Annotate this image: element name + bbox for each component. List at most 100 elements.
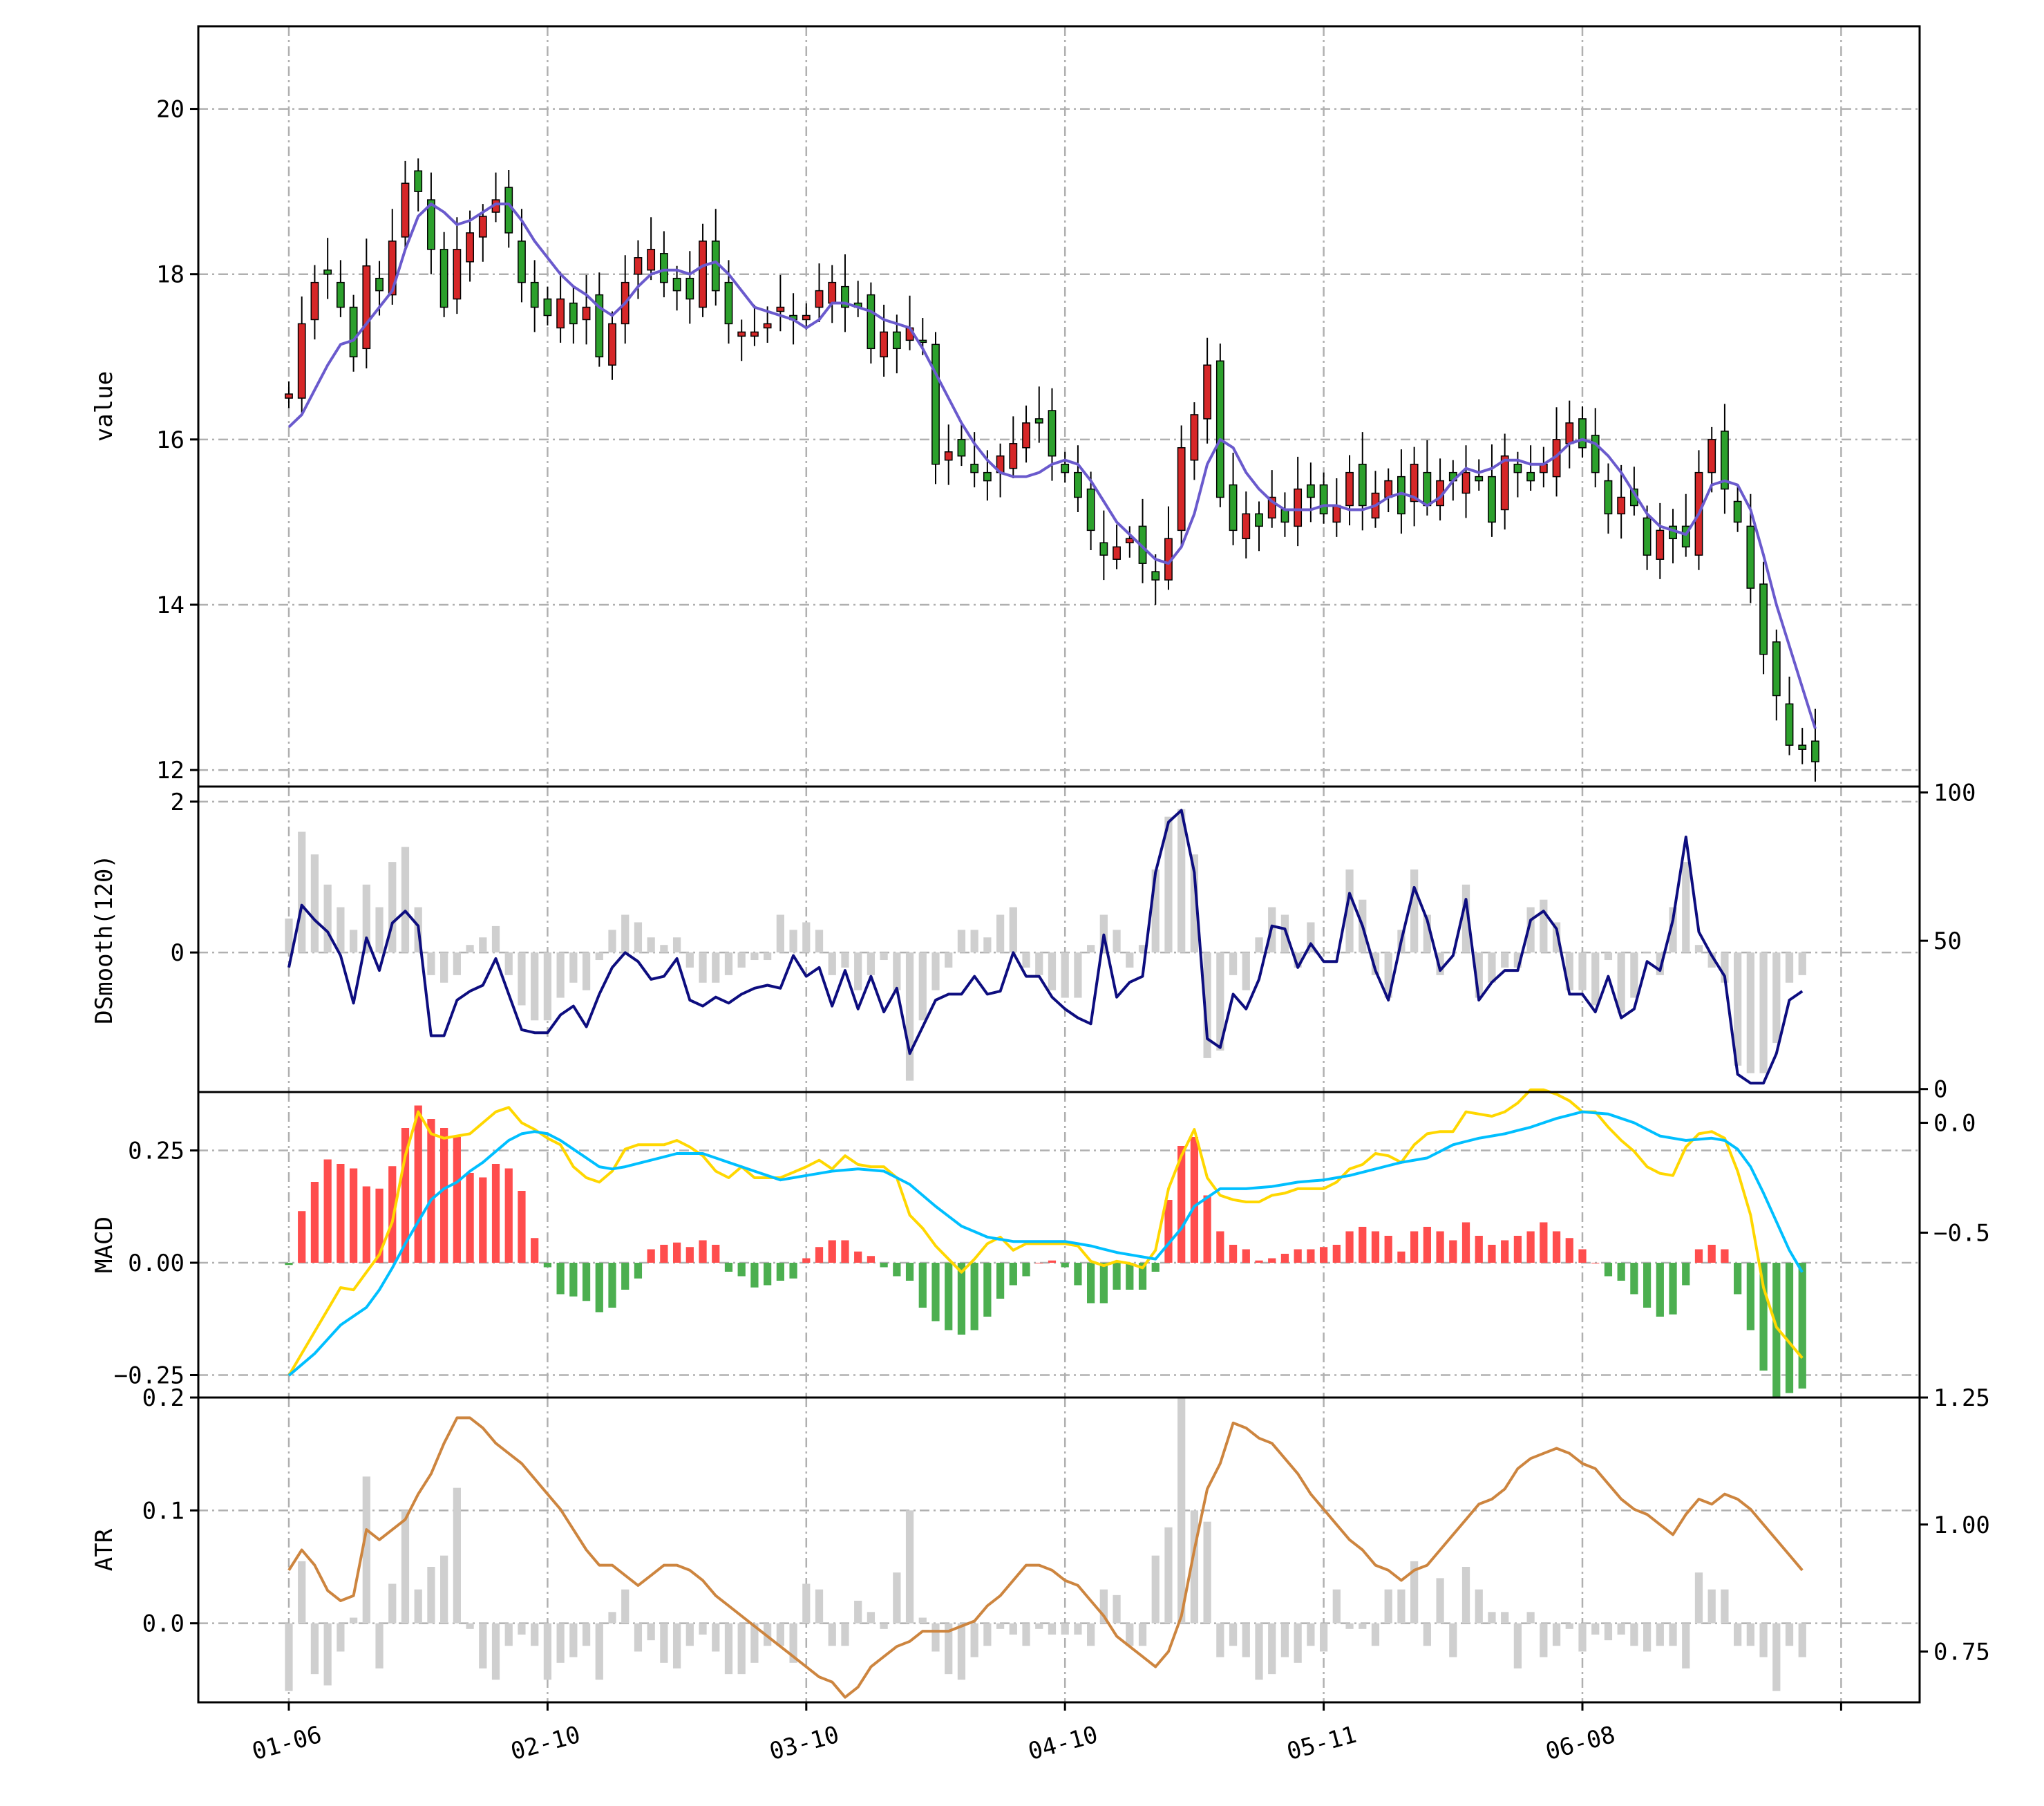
dsmooth-bar (1332, 952, 1341, 954)
dsmooth-bar (595, 952, 603, 961)
dsmooth-bar (1565, 952, 1573, 990)
dsmooth-bar (867, 952, 876, 975)
atr-bar (1707, 1589, 1716, 1624)
candle (427, 172, 435, 274)
atr-bar (1643, 1623, 1652, 1652)
atr-bar (1061, 1623, 1069, 1635)
macd-histogram-bar (285, 1263, 293, 1266)
atr-bar (453, 1487, 461, 1624)
atr-bar (1022, 1623, 1030, 1646)
y-tick-label: 2 (171, 789, 184, 816)
dsmooth-bar (1694, 945, 1703, 953)
atr-bar (608, 1612, 616, 1624)
candle-body (530, 281, 539, 308)
macd-histogram-bar (1707, 1245, 1716, 1263)
candle-body (1721, 431, 1729, 490)
candle-body (1229, 484, 1238, 532)
candle (1061, 451, 1070, 482)
candle-body (569, 302, 578, 325)
dsmooth-bar (1371, 952, 1380, 975)
macd-histogram-bar (1229, 1245, 1238, 1263)
atr-bar (556, 1623, 565, 1663)
candle (1604, 463, 1613, 534)
candle (1772, 629, 1781, 721)
candle-body (1785, 703, 1794, 746)
candle-body (1707, 439, 1716, 473)
atr-bar (1138, 1623, 1147, 1646)
macd-histogram-bar (1164, 1200, 1173, 1263)
atr-bar (880, 1623, 888, 1629)
atr-bar (1513, 1623, 1522, 1668)
dsmooth-bar (285, 918, 293, 953)
macd-histogram-bar (1268, 1258, 1276, 1263)
macd-dea-line (287, 1110, 1804, 1377)
macd-histogram-bar (440, 1128, 448, 1263)
candle-body (1306, 484, 1315, 498)
candle-body (1604, 480, 1613, 515)
candle (401, 160, 410, 252)
macd-histogram-bar (1151, 1263, 1160, 1272)
candle-body (1475, 476, 1484, 482)
atr-bar (867, 1612, 876, 1624)
dsmooth-bar (621, 914, 630, 953)
atr-bar (789, 1623, 797, 1663)
macd-histogram-bar (1242, 1249, 1250, 1263)
macd-histogram-bar (724, 1263, 733, 1272)
macd-histogram-bar (776, 1263, 784, 1281)
dsmooth-bar (1617, 952, 1625, 1013)
atr-bar (1772, 1623, 1781, 1691)
candle-body (880, 331, 889, 358)
candle-body (297, 323, 306, 399)
candle-body (867, 294, 876, 350)
atr-bar (1475, 1589, 1483, 1624)
macd-histogram-bar (1423, 1227, 1431, 1263)
dsmooth-bar (1423, 914, 1431, 953)
atr-bar (905, 1510, 914, 1624)
candle (608, 311, 616, 380)
dsmooth-bar (427, 952, 435, 975)
macd-histogram-bar (1682, 1263, 1690, 1286)
candle (815, 263, 824, 323)
macd-histogram-bar (1009, 1263, 1017, 1286)
dsmooth-bar (1734, 952, 1742, 1066)
candle-body (427, 199, 435, 250)
atr-bar (1009, 1623, 1017, 1635)
candle (1242, 491, 1251, 558)
dsmooth-bar (660, 945, 668, 953)
candle (1721, 404, 1729, 514)
candle-body (1034, 418, 1043, 424)
dsmooth-bar (970, 930, 978, 953)
atr-bar (1798, 1623, 1806, 1657)
dsmooth-bar (1280, 914, 1289, 953)
macd-histogram-bar (945, 1263, 953, 1330)
macd-histogram-bar (1513, 1236, 1522, 1263)
dsmooth-bar (647, 937, 655, 953)
candle-body (1242, 513, 1251, 540)
dsmooth-bar (1707, 952, 1716, 968)
atr-bar (1177, 1398, 1186, 1624)
y2-tick-label: 0 (1933, 1076, 1947, 1104)
macd-histogram-bar (595, 1263, 603, 1313)
dsmooth-bar (1126, 952, 1134, 968)
macd-histogram-bar (750, 1263, 759, 1288)
candle (957, 422, 966, 467)
atr-bar (828, 1623, 836, 1646)
candle (1125, 526, 1134, 558)
candle-body (595, 294, 604, 358)
atr-bar (491, 1623, 500, 1680)
y2-tick-label: 1.25 (1933, 1384, 1990, 1412)
atr-bar (1371, 1623, 1380, 1646)
macd-histogram-bar (1294, 1249, 1302, 1263)
macd-histogram-bar (1074, 1263, 1082, 1286)
candle-body (388, 241, 397, 296)
candle (1461, 445, 1470, 518)
candle-body (699, 241, 707, 308)
macd-histogram-bar (1540, 1222, 1548, 1263)
y-tick-label: 0 (171, 939, 184, 967)
atr-bar (685, 1623, 694, 1646)
candle (1643, 505, 1652, 570)
dsmooth-bar (918, 952, 927, 1021)
macd-histogram-bar (957, 1263, 966, 1335)
macd-histogram-bar (1630, 1263, 1638, 1295)
